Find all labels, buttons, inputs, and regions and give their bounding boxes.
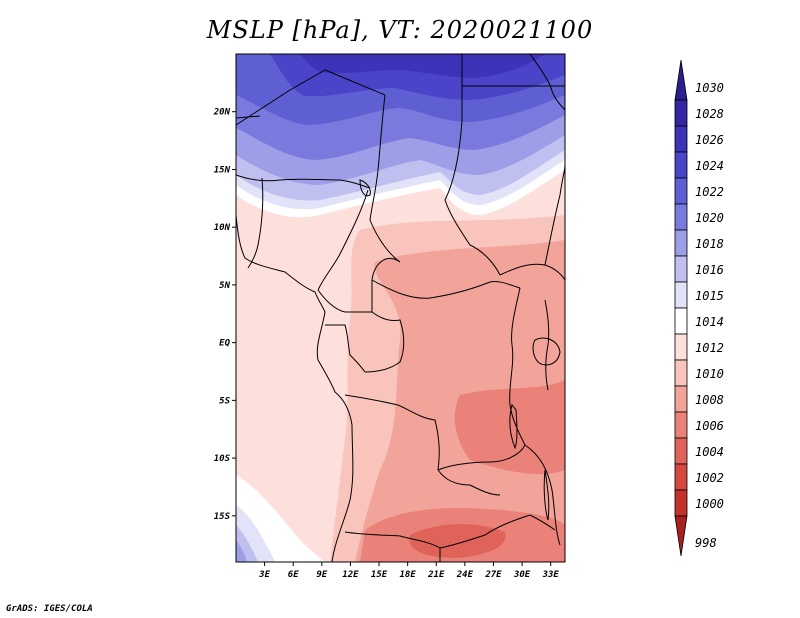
border-drc-zambia — [437, 444, 526, 471]
lon-tick-label: 27E — [484, 570, 502, 580]
border-angola-namibia — [344, 531, 441, 549]
latitude-axis: 20N 15N 10N 5N EQ 5S 10S 15S — [213, 108, 236, 522]
colorbar-label: 1010 — [695, 367, 724, 381]
red-sea-coast — [529, 54, 565, 111]
border-ethiopia — [544, 164, 565, 266]
colorbar-swatch — [674, 307, 688, 335]
border-sudan-chad-car — [444, 119, 501, 276]
lon-tick-label: 21E — [427, 570, 445, 580]
border-nigeria-cameroon — [317, 189, 369, 291]
coastline-west-africa — [236, 214, 354, 562]
lake-tanganyika — [509, 403, 518, 450]
colorbar-swatch — [674, 229, 688, 257]
colorbar-swatch — [674, 255, 688, 283]
colorbar-label: 1018 — [695, 237, 724, 251]
lat-tick-label: 5N — [219, 281, 230, 291]
colorbar-label: 1024 — [695, 159, 724, 173]
lat-tick-label: EQ — [219, 339, 230, 349]
lat-tick-label: 15N — [214, 165, 231, 175]
colorbar-swatch — [674, 385, 688, 413]
border-cameroon-south — [317, 280, 373, 313]
colorbar-label: 1020 — [695, 211, 724, 225]
border-zambia-zimbabwe — [439, 514, 531, 549]
lat-tick-label: 10S — [214, 454, 231, 464]
lat-tick-label: 20N — [213, 108, 231, 118]
lon-tick-label: 33E — [542, 570, 560, 580]
colorbar-label: 1026 — [695, 133, 724, 147]
colorbar-label: 1002 — [695, 471, 724, 485]
colorbar-swatch — [674, 177, 688, 205]
border-gabon-congo — [325, 324, 366, 373]
colorbar-swatch — [674, 281, 688, 309]
border-car-drc — [371, 279, 521, 299]
colorbar-label: 1008 — [695, 393, 724, 407]
border-sahel — [236, 174, 371, 189]
border-car-north — [371, 257, 401, 281]
border-zambia-mozambique — [529, 514, 556, 531]
lat-tick-label: 10N — [214, 223, 231, 233]
lake-malawi — [543, 469, 550, 521]
border-uganda-kenya — [544, 299, 550, 391]
colorbar-label: 1015 — [695, 289, 724, 303]
colorbar-swatch — [674, 463, 688, 491]
colorbar-label: 1022 — [695, 185, 724, 199]
longitude-axis: 3E 6E 9E 12E 15E 18E 21E 24E 27E 30E 33E — [258, 562, 559, 580]
colorbar-swatch — [674, 359, 688, 387]
colorbar-label: 998 — [695, 536, 717, 550]
colorbar-label: 1012 — [695, 341, 724, 355]
pressure-field — [236, 54, 565, 562]
lake-chad — [359, 179, 371, 197]
border-niger-nigeria — [247, 177, 264, 269]
colorbar-label: 1016 — [695, 263, 724, 277]
lon-tick-label: 12E — [342, 570, 359, 580]
colorbar-swatch — [674, 99, 688, 127]
lon-tick-label: 9E — [316, 570, 327, 580]
border-tanzania-malawi — [524, 444, 561, 546]
colorbar-swatch — [674, 411, 688, 439]
colorbar-swatch — [674, 333, 688, 361]
lon-tick-label: 6E — [288, 570, 299, 580]
border-angola-zambia — [437, 469, 501, 496]
map-title: MSLP [hPa], VT: 2020021100 — [206, 16, 594, 44]
colorbar-swatch — [674, 151, 688, 179]
map-frame — [235, 53, 566, 563]
field-1018-sw — [236, 540, 247, 562]
colorbar-swatch — [674, 59, 688, 101]
colorbar-swatch — [674, 489, 688, 517]
colorbar-swatch — [674, 437, 688, 465]
border-mali-niger — [236, 115, 261, 119]
colorbar-swatch — [674, 125, 688, 153]
colorbar-label: 1004 — [695, 445, 724, 459]
colorbar-label: 1000 — [695, 497, 724, 511]
border-angola-north — [344, 394, 440, 471]
colorbar-label: 1006 — [695, 419, 724, 433]
lon-tick-label: 18E — [400, 570, 417, 580]
lon-tick-label: 24E — [456, 570, 474, 580]
lat-tick-label: 5S — [219, 396, 230, 406]
colorbar-label: 1014 — [695, 315, 724, 329]
colorbar-label: 1030 — [695, 81, 724, 95]
colorbar-swatch — [674, 515, 688, 557]
lake-victoria — [532, 337, 561, 366]
lon-tick-label: 30E — [513, 570, 531, 580]
border-algeria-niger — [236, 69, 326, 126]
field-1004 — [409, 524, 506, 558]
grads-credit: GrADS: IGES/COLA — [6, 604, 93, 614]
border-chad-sudan — [369, 94, 401, 263]
border-congo-drc — [364, 311, 405, 373]
colorbar-label: 1028 — [695, 107, 724, 121]
lon-tick-label: 3E — [258, 570, 270, 580]
lon-tick-label: 15E — [371, 570, 388, 580]
lat-tick-label: 15S — [214, 512, 231, 522]
colorbar: 1030 1028 1026 1024 1022 1020 1018 1016 1015 1014… — [674, 59, 724, 557]
field-1026 — [300, 54, 545, 78]
boundaries — [236, 54, 565, 562]
colorbar-swatch — [674, 203, 688, 231]
border-libya-chad — [324, 69, 386, 96]
